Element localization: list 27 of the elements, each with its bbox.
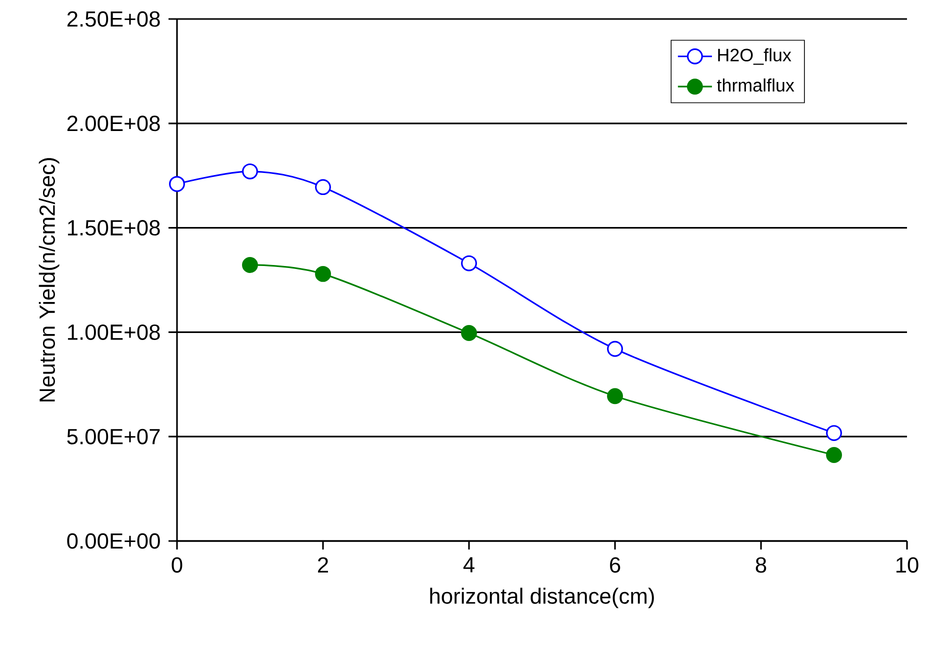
y-axis-title: Neutron Yield(n/cm2/sec) bbox=[38, 158, 60, 402]
point bbox=[242, 256, 258, 273]
x-axis-title: horizontal distance(cm) bbox=[430, 588, 654, 608]
y-tick-label: 1.50E+08 bbox=[68, 220, 160, 236]
legend-label: thrmalflux bbox=[716, 78, 794, 92]
point bbox=[169, 176, 185, 192]
point bbox=[607, 388, 623, 404]
point bbox=[315, 266, 331, 282]
x-tick-label: 6 bbox=[610, 557, 620, 573]
point bbox=[242, 163, 258, 180]
y-tick-label: 2.50E+08 bbox=[67, 11, 160, 27]
point bbox=[607, 340, 623, 357]
x-tick-label: 4 bbox=[463, 557, 474, 572]
x-tick-label: 0 bbox=[172, 557, 182, 573]
point bbox=[461, 325, 477, 342]
y-tick-label: 2.00E+08 bbox=[67, 116, 160, 132]
point bbox=[826, 446, 842, 463]
point bbox=[461, 255, 477, 272]
y-tick-label: 0.00E+00 bbox=[67, 533, 160, 549]
x-tick-label: 8 bbox=[756, 557, 766, 573]
x-tick-label: 2 bbox=[318, 557, 328, 573]
legend-label: H2O_flux bbox=[718, 48, 792, 65]
y-tick-label: 1.00E+08 bbox=[68, 324, 160, 340]
x-tick-label: 10 bbox=[896, 557, 918, 573]
point bbox=[826, 425, 842, 442]
y-tick-label: 5.00E+07 bbox=[67, 428, 160, 444]
point bbox=[315, 179, 331, 196]
